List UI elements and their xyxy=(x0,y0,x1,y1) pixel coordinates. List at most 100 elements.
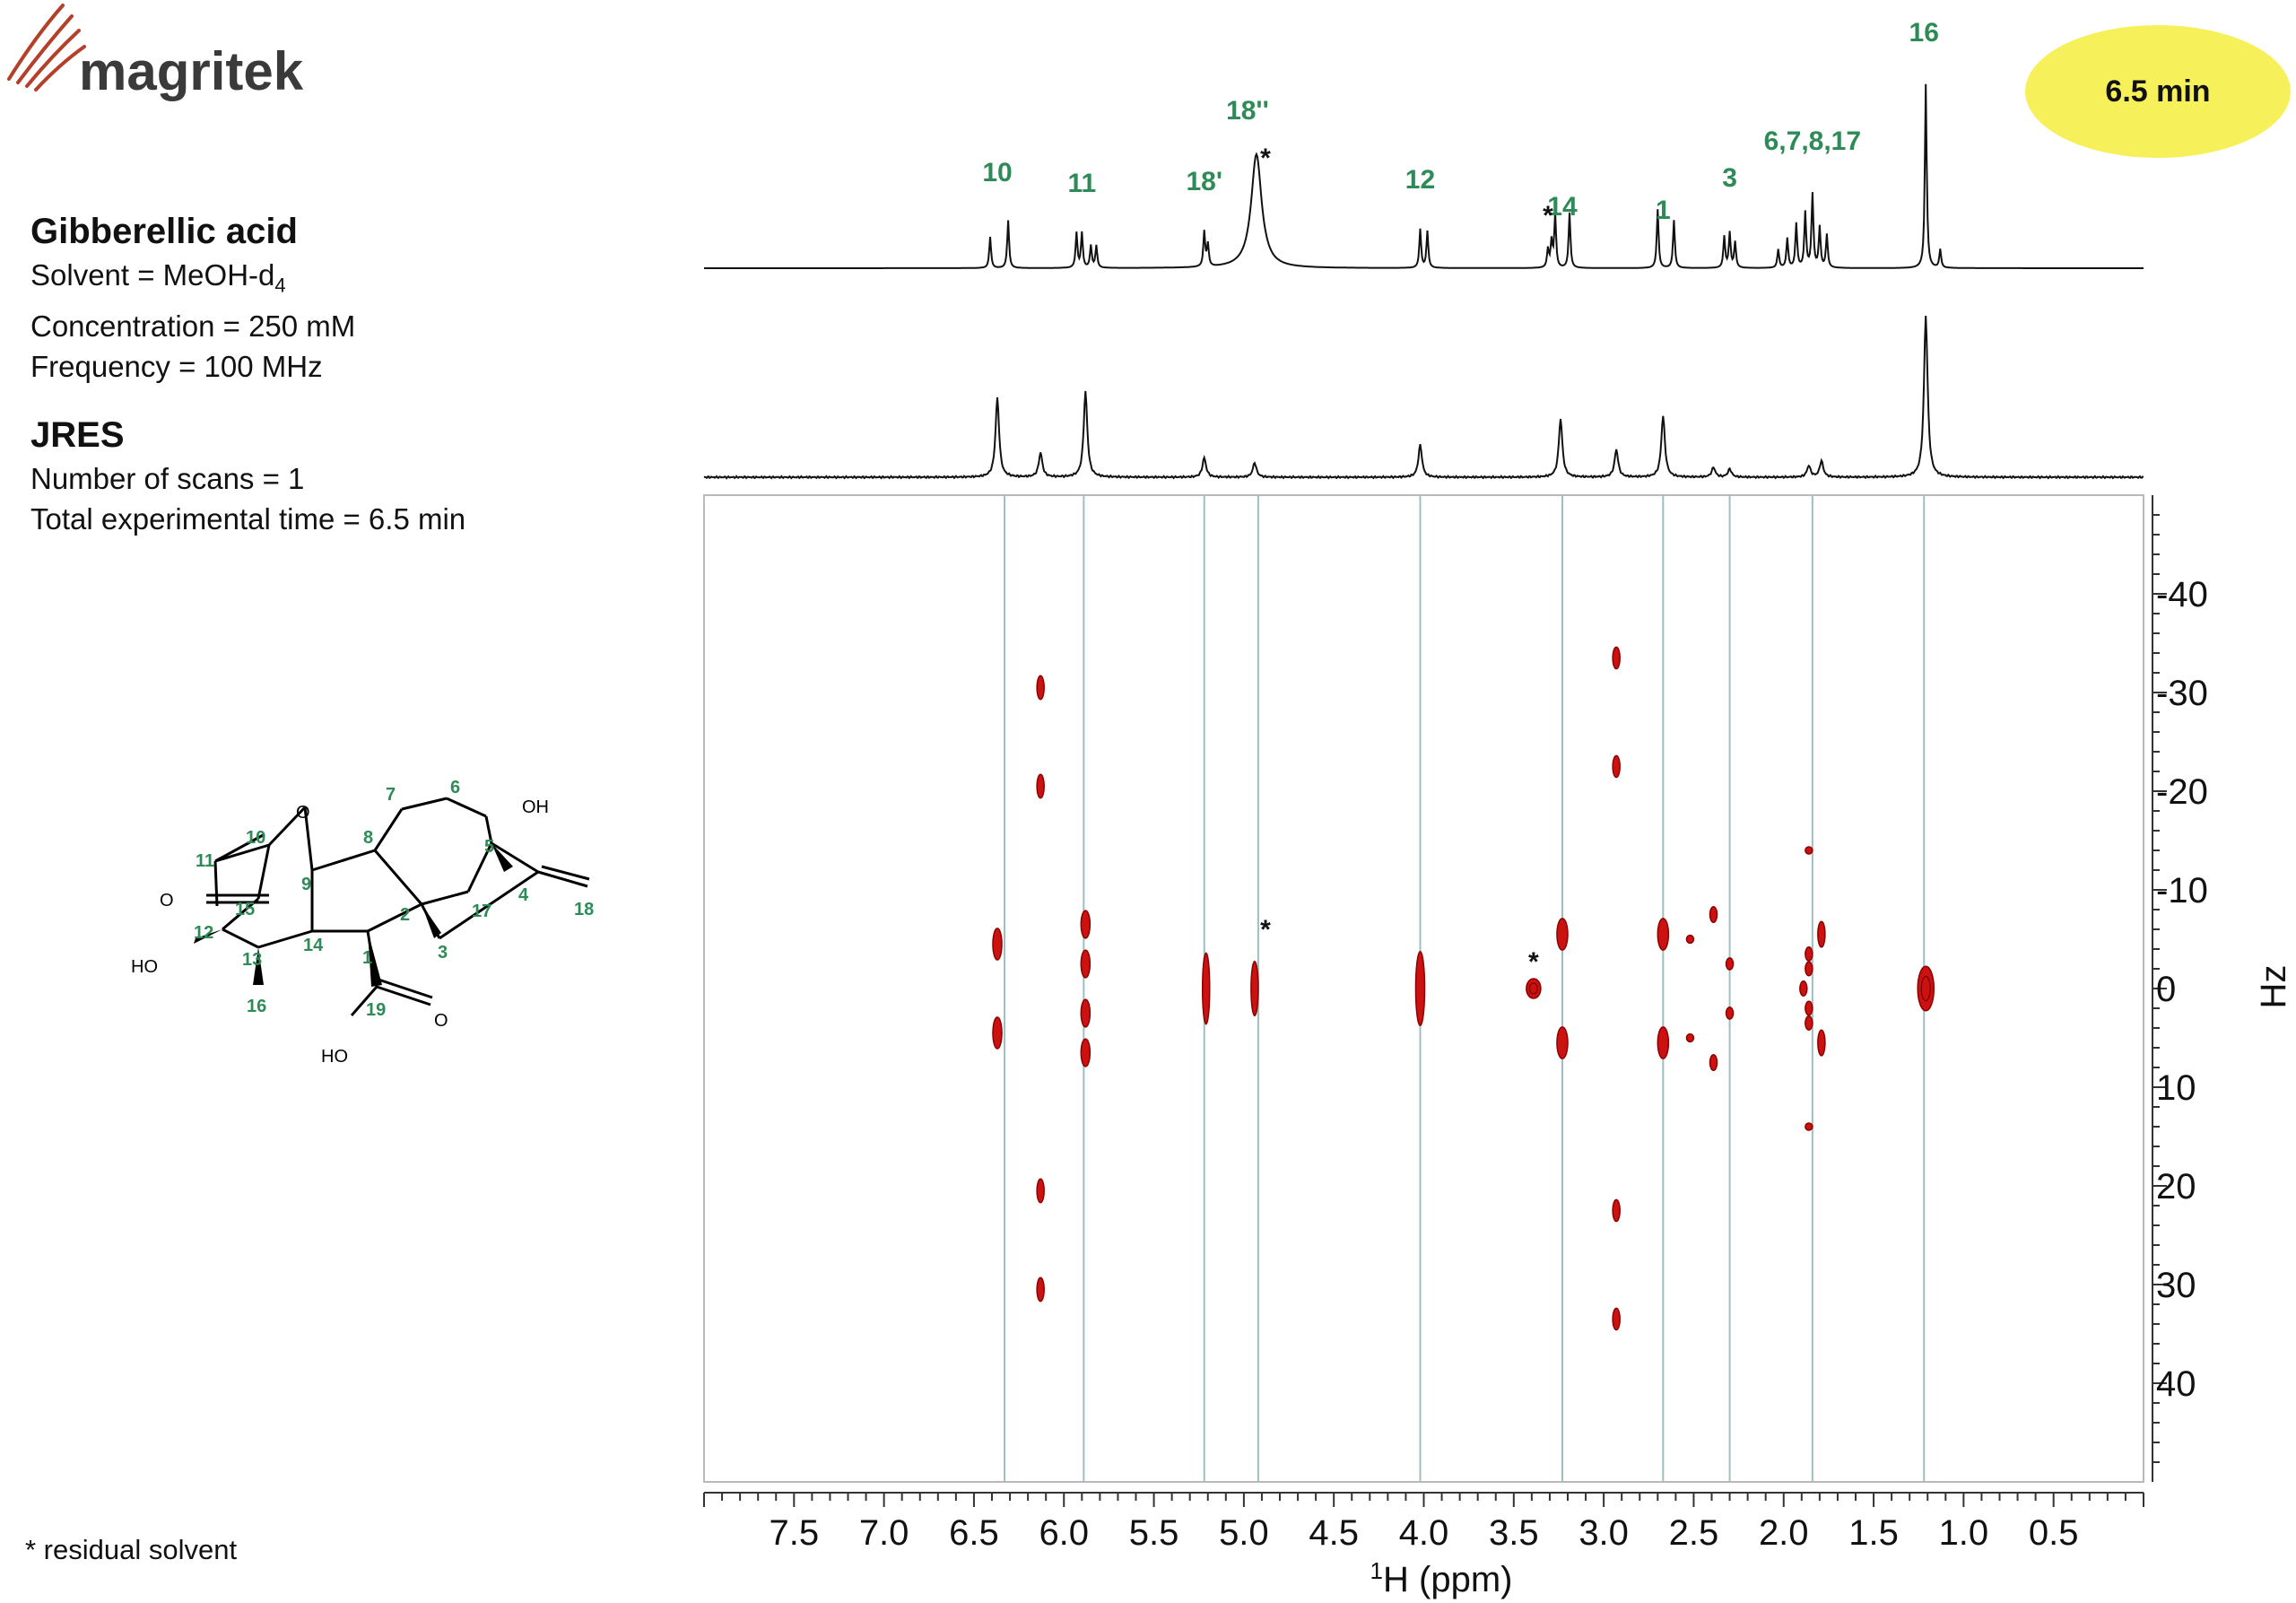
contour-peak xyxy=(1556,918,1569,951)
svg-text:19: 19 xyxy=(366,1000,386,1020)
residual-solvent-footnote: * residual solvent xyxy=(25,1534,238,1565)
jres-projection-trace xyxy=(703,315,2144,480)
contour-peak xyxy=(1805,1000,1813,1016)
y-tick-label: -30 xyxy=(2156,674,2208,713)
contour-peak xyxy=(1080,949,1091,979)
x-tick-label: 6.0 xyxy=(1039,1513,1089,1553)
x-tick-label: 5.5 xyxy=(1129,1513,1179,1553)
contour-peak xyxy=(1805,946,1813,962)
contour-level xyxy=(1920,975,1931,1002)
contour-peak xyxy=(1201,952,1211,1025)
contour-peak xyxy=(1556,1026,1569,1059)
svg-text:10: 10 xyxy=(246,828,265,848)
brand-name: magritek xyxy=(79,41,304,101)
peak-label: 18'' xyxy=(1226,96,1269,126)
x-tick-label: 4.0 xyxy=(1399,1513,1449,1553)
peak-label: 1 xyxy=(1656,196,1671,225)
contour-peak xyxy=(1725,1006,1735,1020)
x-tick-label: 7.0 xyxy=(859,1513,909,1553)
svg-text:11: 11 xyxy=(196,851,214,871)
x-tick-label: 3.5 xyxy=(1489,1513,1539,1553)
contour-level xyxy=(1528,982,1538,995)
x-tick-label: 1.0 xyxy=(1939,1513,1989,1553)
x-tick-label: 2.0 xyxy=(1759,1513,1809,1553)
svg-text:2: 2 xyxy=(400,905,410,925)
x-tick-label: 3.0 xyxy=(1578,1513,1629,1553)
solvent-marker: * xyxy=(1528,947,1539,977)
contour-peak xyxy=(1709,1053,1718,1072)
svg-text:5: 5 xyxy=(484,837,494,857)
contour-peak xyxy=(1414,951,1426,1026)
contour-peak xyxy=(1250,961,1259,1016)
contour-peak xyxy=(1526,978,1542,999)
svg-text:16: 16 xyxy=(247,997,266,1016)
contour-peak xyxy=(1805,1122,1813,1131)
y-tick-label: 30 xyxy=(2156,1266,2196,1305)
svg-text:13: 13 xyxy=(242,950,262,970)
contour-peak xyxy=(1685,934,1695,945)
peak-label: 10 xyxy=(982,158,1012,187)
peak-label: 3 xyxy=(1722,163,1737,193)
time-line: Total experimental time = 6.5 min xyxy=(30,501,466,536)
svg-text:14: 14 xyxy=(303,936,324,955)
svg-text:O: O xyxy=(434,1011,448,1031)
y-axis-label: Hz xyxy=(2254,965,2293,1009)
peak-label: 12 xyxy=(1405,165,1435,195)
contour-peak xyxy=(1036,773,1045,799)
svg-text:12: 12 xyxy=(194,923,213,943)
scans-line: Number of scans = 1 xyxy=(30,461,305,495)
svg-text:1: 1 xyxy=(362,948,372,968)
contour-peak xyxy=(1036,675,1045,701)
contour-peak xyxy=(1709,905,1718,924)
svg-text:OH: OH xyxy=(522,797,549,817)
peak-label: 18' xyxy=(1186,167,1222,196)
y-tick-label: -10 xyxy=(2156,871,2208,910)
contour-peak xyxy=(1685,1032,1695,1043)
x-tick-label: 2.5 xyxy=(1669,1513,1719,1553)
y-tick-label: 20 xyxy=(2156,1167,2196,1207)
concentration-line: Concentration = 250 mM xyxy=(30,309,356,343)
solvent-marker: * xyxy=(1543,201,1553,231)
frequency-line: Frequency = 100 MHz xyxy=(30,349,323,383)
peak-label: 11 xyxy=(1067,169,1096,198)
contour-peak xyxy=(1657,918,1670,951)
contour-peak xyxy=(1612,646,1621,670)
contour-peak xyxy=(1080,910,1091,939)
contour-peak xyxy=(1612,754,1621,779)
x-tick-label: 0.5 xyxy=(2029,1513,2079,1553)
svg-text:6: 6 xyxy=(450,780,460,797)
plot-frame xyxy=(703,494,2144,1483)
contour-peak xyxy=(1036,1178,1045,1204)
contour-peak xyxy=(1725,957,1735,971)
contour-peak xyxy=(1657,1026,1670,1059)
solvent-line: Solvent = MeOH-d4 xyxy=(30,258,286,297)
x-tick-label: 7.5 xyxy=(770,1513,820,1553)
svg-text:O: O xyxy=(296,803,310,823)
y-tick-label: -40 xyxy=(2156,575,2208,614)
proton-1d-trace xyxy=(704,83,2144,269)
x-tick-label: 5.0 xyxy=(1219,1513,1269,1553)
contour-peak xyxy=(1080,998,1091,1028)
contour-peak xyxy=(1612,1307,1621,1331)
svg-text:8: 8 xyxy=(363,828,373,848)
solvent-marker: * xyxy=(1260,915,1271,945)
sample-title: Gibberellic acid xyxy=(30,212,298,251)
svg-text:HO: HO xyxy=(321,1047,348,1067)
x-tick-label: 6.5 xyxy=(949,1513,999,1553)
solvent-marker: * xyxy=(1260,144,1271,173)
y-tick-label: 0 xyxy=(2156,970,2176,1009)
svg-text:3: 3 xyxy=(438,943,448,963)
svg-text:18: 18 xyxy=(574,900,594,919)
contour-peak xyxy=(1799,980,1808,997)
svg-text:4: 4 xyxy=(518,885,529,905)
contour-peak xyxy=(1917,965,1935,1012)
contour-peak xyxy=(1805,1015,1813,1031)
contour-peak xyxy=(1036,1276,1045,1302)
contour-peak xyxy=(1805,846,1813,855)
experiment-title: JRES xyxy=(30,414,125,455)
contour-peak xyxy=(1805,961,1813,977)
svg-text:15: 15 xyxy=(235,900,255,919)
magritek-logo: magritek xyxy=(7,4,304,101)
svg-text:7: 7 xyxy=(386,785,396,805)
